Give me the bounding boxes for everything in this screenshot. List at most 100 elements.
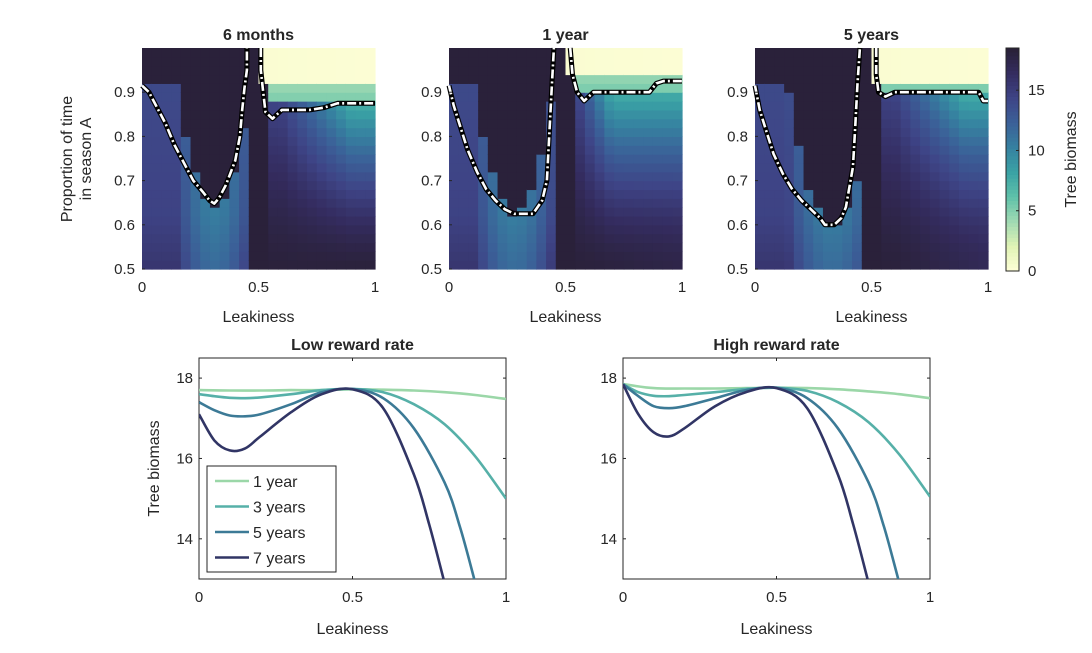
heatmap-cell <box>268 101 279 111</box>
heatmap-cell <box>832 233 843 244</box>
heatmap-cell <box>920 109 931 120</box>
heatmap-cell <box>365 154 376 164</box>
contour-right <box>568 47 682 103</box>
heatmap-cell <box>852 260 863 270</box>
heatmap-cell <box>920 127 931 137</box>
colorbar-segment <box>1006 174 1019 179</box>
heatmap-cell <box>458 101 470 111</box>
heatmap-cell <box>219 215 230 226</box>
heatmap-cell <box>784 83 795 93</box>
heatmap-cell <box>526 127 537 137</box>
heatmap-cell <box>623 48 635 58</box>
heatmap-cell <box>604 260 615 270</box>
heatmap-cell <box>468 207 479 217</box>
heatmap-cell <box>774 83 785 93</box>
heatmap-cell <box>219 198 230 208</box>
heatmap-cell <box>764 171 776 182</box>
heatmap-cell <box>803 127 814 137</box>
heatmap-cell <box>604 74 615 84</box>
heatmap-cell <box>764 224 776 235</box>
heatmap-cell <box>478 242 489 252</box>
heatmap-cell <box>478 74 489 84</box>
heatmap-cell <box>239 198 250 208</box>
heatmap-cell <box>229 189 240 199</box>
heatmap-cell <box>355 118 366 129</box>
heatmap-cell <box>832 48 843 58</box>
heatmap-cell <box>142 251 153 261</box>
heatmap-cell <box>861 101 873 111</box>
heatmap-cell <box>871 154 882 164</box>
heatmap-cell <box>594 224 605 235</box>
heatmap-cell <box>258 109 269 120</box>
heatmap-cell <box>239 215 250 226</box>
heatmap-cell <box>900 83 911 93</box>
heatmap-cell <box>555 251 567 261</box>
heatmap-cell <box>958 109 970 120</box>
heatmap-cell <box>258 189 269 199</box>
heatmap-cell <box>793 180 805 191</box>
heatmap-cell <box>248 260 260 270</box>
heatmap-cell <box>336 215 347 226</box>
heatmap-cell <box>268 48 279 58</box>
heatmap-cell <box>458 83 470 93</box>
heatmap-cell <box>813 136 824 146</box>
heatmap-cell <box>287 189 298 199</box>
heatmap-cell <box>355 260 366 270</box>
colorbar-segment <box>1006 230 1019 235</box>
heatmap-cell <box>449 83 460 93</box>
heatmap-cell <box>920 260 931 270</box>
y-tick-label: 16 <box>600 450 617 467</box>
heatmap-cell <box>142 180 153 191</box>
heatmap-cell <box>297 56 308 67</box>
heatmap-cell <box>449 162 460 173</box>
heatmap-cell <box>793 83 805 93</box>
heatmap-cell <box>784 189 795 199</box>
heatmap-cell <box>803 56 814 67</box>
heatmap-cell <box>910 92 921 102</box>
heatmap-cell <box>180 74 192 84</box>
heatmap-cell <box>526 224 537 235</box>
heatmap-cell <box>536 74 547 84</box>
heatmap-cell <box>832 101 843 111</box>
heatmap-cell <box>336 162 347 173</box>
heatmap-cell <box>239 171 250 182</box>
x-tick-label: 1 <box>984 279 992 296</box>
heatmap-cell <box>200 74 211 84</box>
colorbar-segment <box>1006 218 1019 224</box>
heatmap-cell <box>229 233 240 244</box>
heatmap-cell <box>643 56 654 67</box>
heatmap-cell <box>307 65 318 76</box>
heatmap-cell <box>803 136 814 146</box>
heatmap-cell <box>268 92 279 102</box>
heatmap-cell <box>662 154 673 164</box>
heatmap-cell <box>297 189 308 199</box>
heatmap-cell <box>584 136 596 146</box>
heatmap-cell <box>881 242 892 252</box>
heatmap-cell <box>229 145 240 155</box>
heatmap-cell <box>316 189 328 199</box>
heatmap-cell <box>949 145 960 155</box>
heatmap-cell <box>555 74 567 84</box>
heatmap-cell <box>813 215 824 226</box>
heatmap-cell <box>248 56 260 67</box>
heatmap-cell <box>784 74 795 84</box>
heatmap-y-axis-label: Proportion of time in season A <box>59 96 95 222</box>
heatmap-cell <box>478 207 489 217</box>
heatmap-cell <box>929 136 941 146</box>
heatmap-cell <box>142 65 153 76</box>
heatmap-cell <box>784 101 795 111</box>
heatmap-cell <box>575 74 586 84</box>
heatmap-cell <box>316 92 328 102</box>
heatmap-cell <box>287 56 298 67</box>
heatmap-cell <box>594 207 605 217</box>
heatmap-cell <box>355 65 366 76</box>
heatmap-cell <box>672 215 683 226</box>
heatmap-cell <box>842 207 853 217</box>
heatmap-cell <box>662 189 673 199</box>
colorbar-segment <box>1006 107 1019 112</box>
heatmap-cell <box>803 118 814 129</box>
heatmap-cell <box>643 83 654 93</box>
heatmap-cell <box>978 48 989 58</box>
heatmap-cell <box>890 207 902 217</box>
